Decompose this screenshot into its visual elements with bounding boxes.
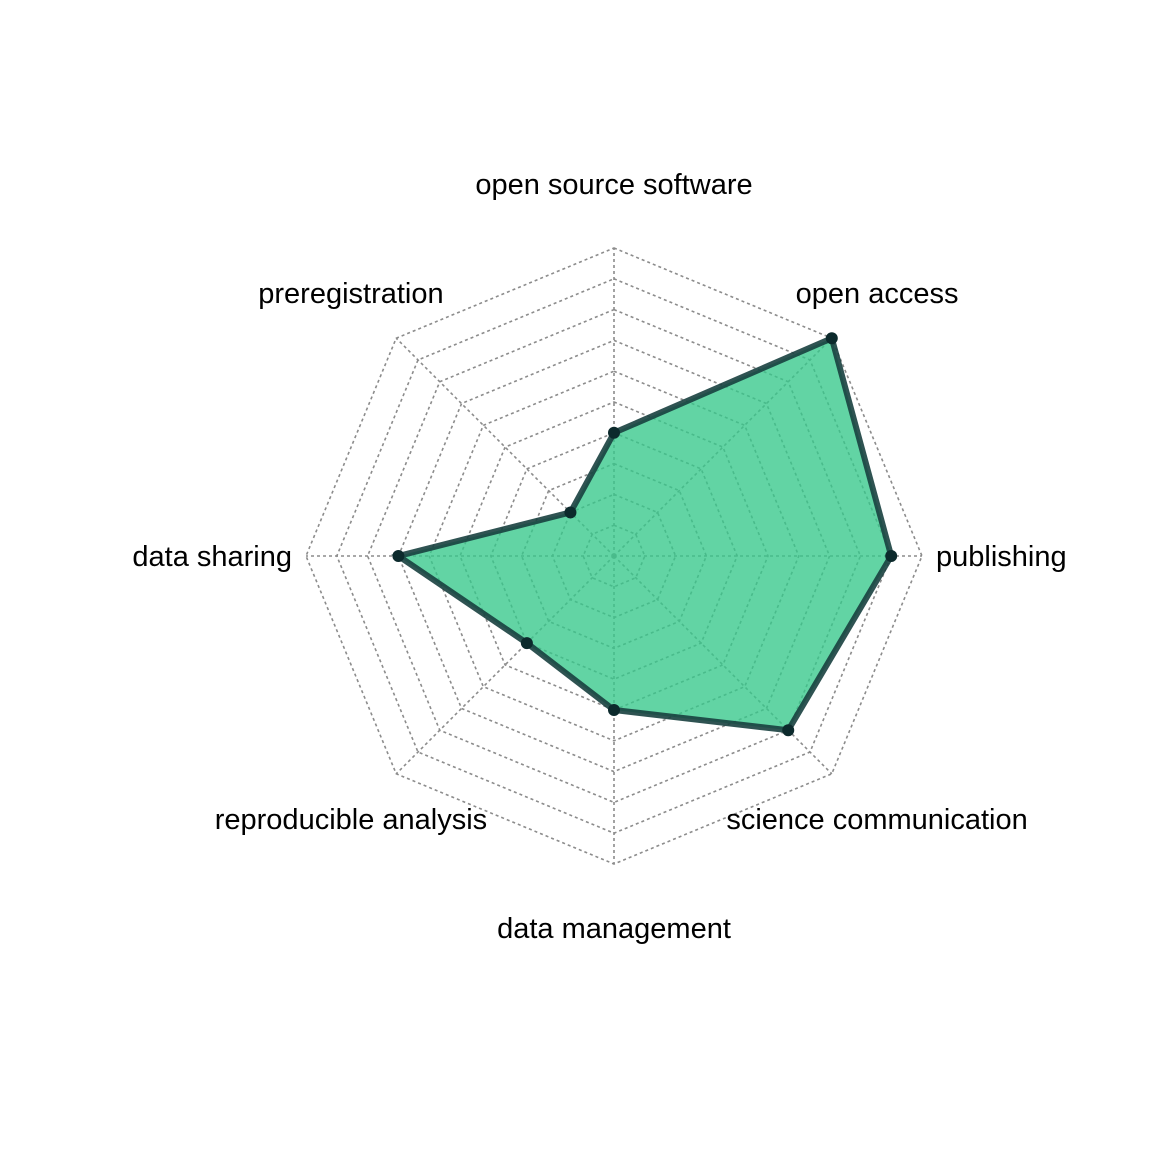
axis-label-science-communication: science communication <box>726 804 1027 836</box>
grid-ring-7 <box>397 339 831 773</box>
data-point-data-sharing <box>392 550 405 562</box>
data-point-preregistration <box>564 506 577 519</box>
axis-label-preregistration: preregistration <box>258 278 443 310</box>
data-point-publishing <box>885 550 898 562</box>
data-point-reproducible-analysis <box>520 637 533 650</box>
data-point-science-communication <box>782 724 795 737</box>
axis-label-data-sharing: data sharing <box>132 541 292 573</box>
data-point-open-access <box>825 332 838 345</box>
series-area-0 <box>398 338 892 731</box>
data-point-open-source-software <box>608 426 620 439</box>
axis-label-publishing: publishing <box>936 541 1067 573</box>
series-layer <box>391 332 898 737</box>
axis-label-reproducible-analysis: reproducible analysis <box>215 804 487 836</box>
axis-label-open-access: open access <box>796 278 959 310</box>
axis-labels: open source software open access publishin… <box>132 169 1066 945</box>
axis-label-data-management: data management <box>497 913 731 945</box>
data-point-data-management <box>608 704 620 716</box>
axis-label-open-source-software: open source software <box>475 169 752 201</box>
